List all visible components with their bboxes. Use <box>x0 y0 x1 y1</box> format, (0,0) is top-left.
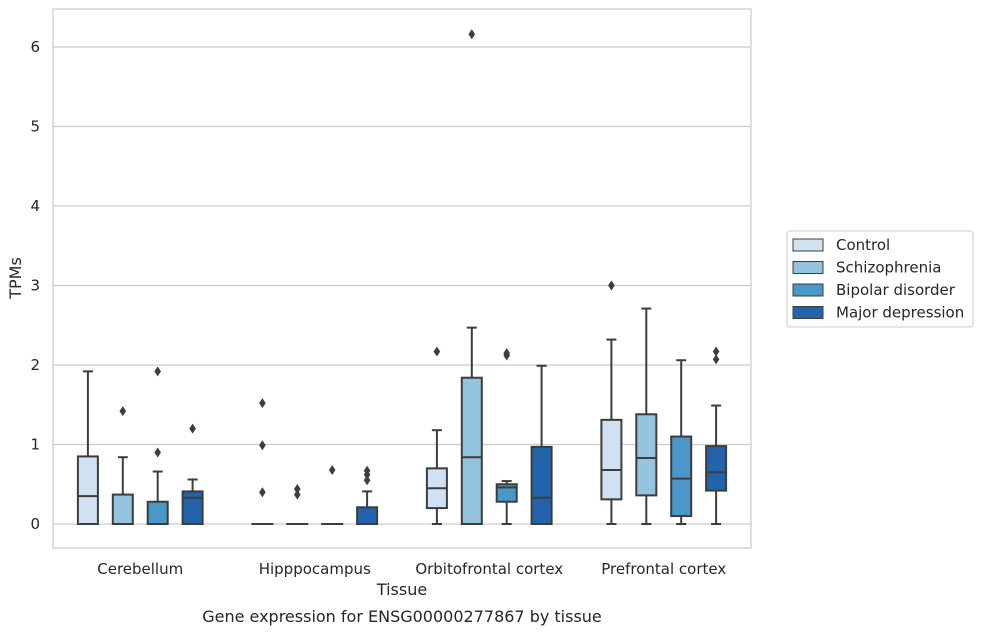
box-2-1 <box>321 464 344 526</box>
box-2-3 <box>670 359 693 525</box>
box-3-3 <box>705 346 728 525</box>
boxes <box>76 29 728 526</box>
outlier-point <box>189 423 196 434</box>
legend-label: Bipolar disorder <box>836 281 956 299</box>
x-axis-label: Tissue <box>376 580 427 599</box>
y-tick-label: 5 <box>30 118 40 136</box>
legend-swatch <box>792 283 824 297</box>
outlier-point <box>363 475 371 486</box>
y-tick-label: 3 <box>30 277 40 295</box>
y-tick-label: 1 <box>30 436 40 454</box>
grid-lines <box>53 46 751 525</box>
box-body <box>670 435 693 518</box>
box-3-2 <box>530 364 553 526</box>
outlier-point <box>608 280 615 291</box>
x-tick-label: Orbitofrontal cortex <box>415 560 563 578</box>
legend-swatch <box>792 306 824 319</box>
legend-label: Major depression <box>836 304 964 322</box>
box-body <box>356 506 379 525</box>
outlier-point <box>259 398 266 409</box>
box-1-3 <box>635 307 658 525</box>
outlier-point <box>294 484 301 495</box>
box-2-0 <box>146 366 169 525</box>
legend: Control Schizophrenia Bipolar disorder Majo… <box>786 230 974 328</box>
outlier-point <box>154 447 161 458</box>
box-body <box>460 376 483 525</box>
box-body <box>705 445 728 492</box>
legend-label: Schizophrenia <box>836 259 941 277</box>
y-tick-label: 4 <box>30 197 40 215</box>
plot-area <box>52 8 752 549</box>
box-0-0 <box>76 370 99 525</box>
chart-caption: Gene expression for ENSG00000277867 by t… <box>202 607 602 626</box>
outlier-point <box>119 406 127 417</box>
box-body <box>146 500 169 525</box>
x-tick-label: Prefrontal cortex <box>601 560 726 578</box>
box-0-1 <box>251 398 274 526</box>
x-tick-label: Hipppocampus <box>259 560 371 578</box>
outlier-point <box>503 350 510 361</box>
box-body <box>495 483 518 503</box>
legend-frame <box>786 230 974 328</box>
outlier-point <box>363 469 371 480</box>
box-1-0 <box>111 406 134 525</box>
outlier-point <box>328 464 336 475</box>
outlier-point <box>259 487 266 498</box>
outlier-point <box>154 366 161 377</box>
y-tick-label: 2 <box>30 356 40 374</box>
y-tick-label: 0 <box>30 515 40 533</box>
box-body <box>530 445 553 526</box>
outlier-point <box>712 354 720 365</box>
y-tick-labels: 0 1 2 3 4 5 6 <box>30 38 40 533</box>
box-3-1 <box>356 465 379 525</box>
outlier-point <box>712 346 720 357</box>
box-body <box>111 493 134 525</box>
outlier-point <box>433 346 441 357</box>
outlier-point <box>468 29 476 40</box>
legend-swatch <box>792 238 824 252</box>
x-tick-labels: Cerebellum Hipppocampus Orbitofrontal cort… <box>97 560 726 578</box>
box-0-3 <box>600 280 623 525</box>
outlier-point <box>294 489 301 500</box>
box-3-0 <box>181 423 204 525</box>
box-0-2 <box>425 346 448 525</box>
legend-swatch <box>792 261 824 274</box>
y-axis-label: TPMs <box>6 257 25 300</box>
box-body <box>635 413 658 497</box>
y-tick-label: 6 <box>30 38 40 56</box>
box-2-2 <box>495 348 518 525</box>
box-body <box>181 490 204 525</box>
box-1-2 <box>460 29 483 525</box>
outlier-point <box>259 440 266 451</box>
box-1-1 <box>286 484 309 526</box>
box-body <box>600 418 623 501</box>
x-tick-label: Cerebellum <box>97 560 183 578</box>
box-body <box>76 455 99 525</box>
legend-label: Control <box>836 236 890 254</box>
